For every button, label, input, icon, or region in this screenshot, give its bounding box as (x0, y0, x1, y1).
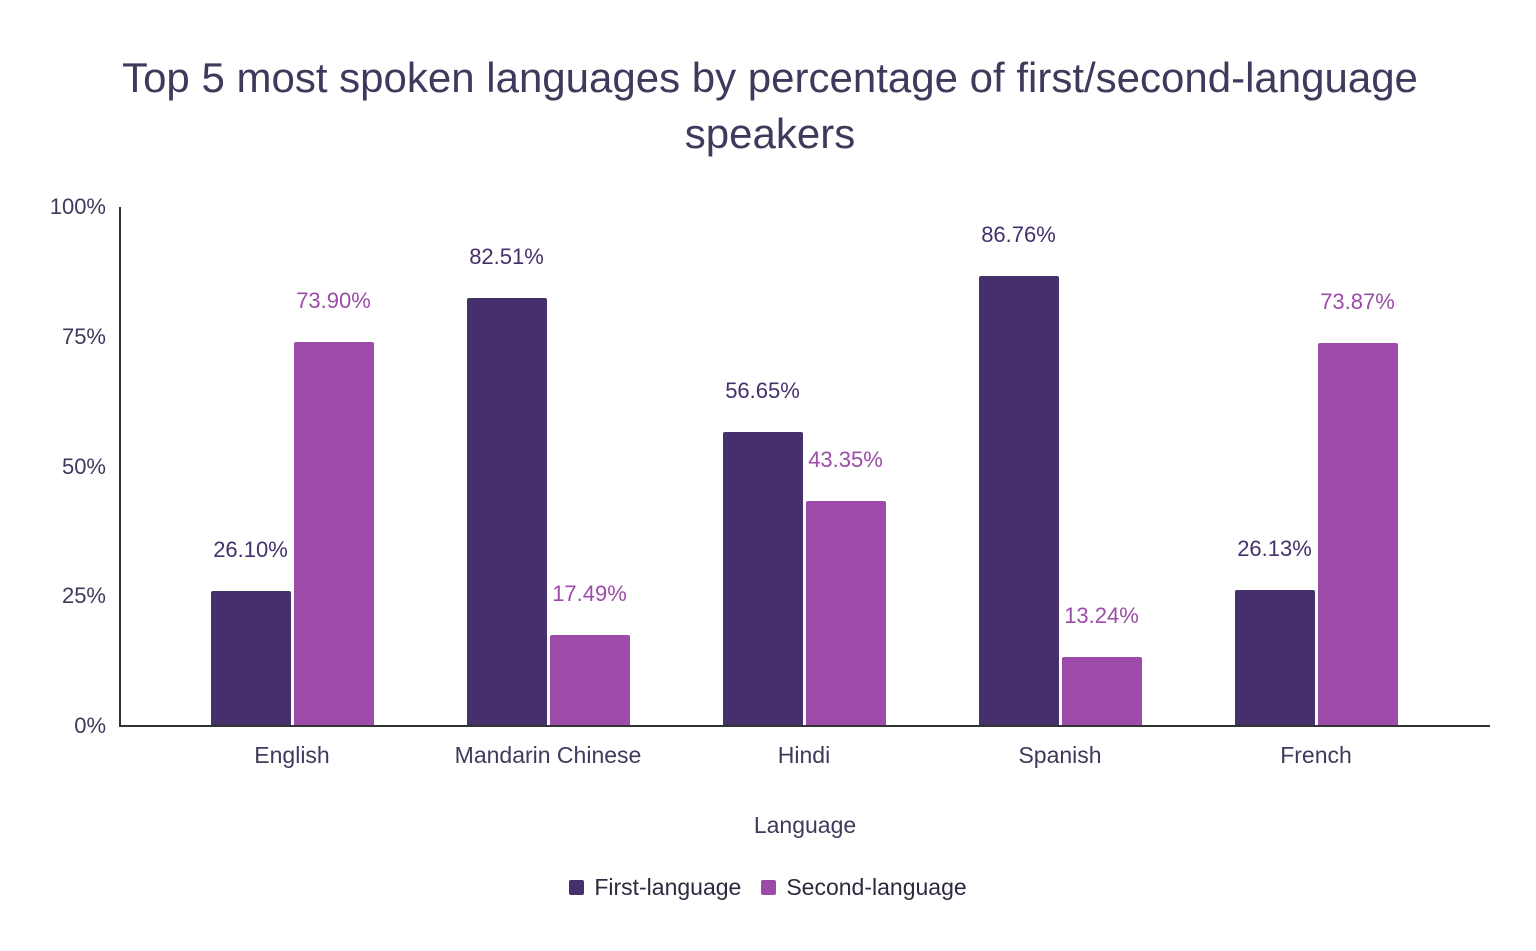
bar-value-label: 26.13% (1237, 536, 1312, 562)
y-tick-label: 100% (49, 194, 106, 219)
bar-first-language-english (210, 590, 291, 726)
legend-swatch-icon (569, 880, 585, 895)
x-tick-label: English (254, 742, 330, 768)
legend-item: First-language (569, 874, 741, 901)
x-tick-label: Mandarin Chinese (454, 742, 642, 768)
legend-label: First-language (594, 874, 742, 900)
plot-area: 26.10% 73.90% 82.51% 17.49% 56.65% 43.35% 86.7… (120, 207, 1490, 726)
bar-second-language-english (293, 342, 374, 726)
legend-swatch-icon (761, 880, 777, 895)
x-tick-label: French (1280, 742, 1352, 768)
x-tick-label: Hindi (777, 742, 831, 768)
legend: First-language Second-language (0, 874, 1536, 901)
x-axis-label: Language (753, 812, 857, 838)
legend-item: Second-language (761, 874, 967, 901)
x-axis-line (119, 725, 1490, 727)
bar-second-language-french (1317, 342, 1398, 726)
bar-first-language-hindi (722, 432, 803, 726)
bar-first-language-french (1234, 590, 1315, 726)
bar-value-label: 56.65% (725, 377, 800, 403)
bar-value-label: 26.10% (213, 536, 288, 562)
bar-second-language-hindi (805, 501, 886, 726)
bar-second-language-mandarin-chinese (549, 635, 630, 726)
y-tick-label: 25% (61, 583, 106, 609)
chart-title-line1: Top 5 most spoken languages by percentag… (122, 54, 1418, 101)
bar-first-language-mandarin-chinese (466, 297, 547, 726)
x-tick-label: Spanish (1018, 742, 1102, 768)
bar-second-language-spanish (1061, 657, 1142, 726)
bar-value-label: 86.76% (981, 221, 1056, 247)
bar-value-label: 17.49% (552, 581, 627, 607)
y-tick-label: 0% (74, 713, 106, 738)
bar-value-label: 13.24% (1064, 603, 1139, 629)
chart-title: Top 5 most spoken languages by percentag… (0, 50, 1536, 162)
y-axis-line (119, 207, 121, 727)
bar-value-label: 73.87% (1320, 288, 1395, 314)
bar-value-label: 43.35% (808, 447, 883, 472)
y-tick-label: 50% (61, 453, 106, 479)
chart-title-line2: speakers (684, 110, 856, 157)
y-tick-label: 75% (61, 323, 106, 349)
bar-first-language-spanish (978, 275, 1059, 726)
bar-value-label: 73.90% (296, 288, 371, 314)
legend-label: Second-language (786, 874, 967, 900)
bar-value-label: 82.51% (469, 243, 544, 269)
